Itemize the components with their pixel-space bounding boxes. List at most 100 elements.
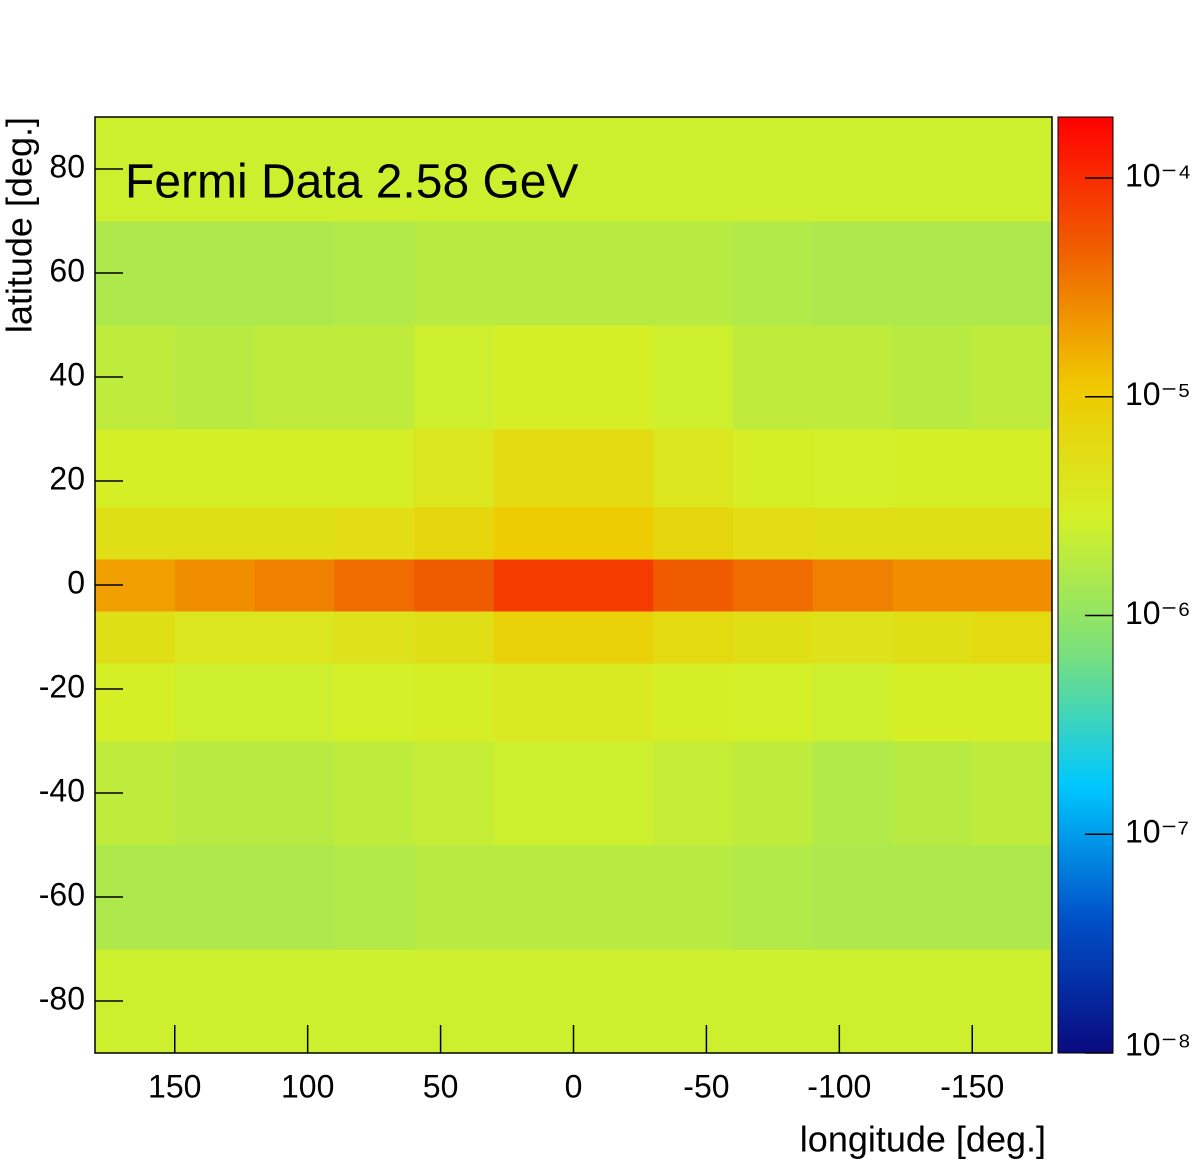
heatmap-cell — [493, 611, 574, 664]
heatmap-cell — [892, 507, 973, 560]
heatmap-cell — [414, 663, 495, 742]
heatmap-cell — [573, 117, 654, 222]
heatmap-cell — [493, 429, 574, 508]
heatmap-cell — [334, 611, 415, 664]
heatmap-cell — [174, 221, 255, 326]
heatmap-cell — [414, 611, 495, 664]
heatmap-cell — [812, 559, 893, 612]
heatmap-cell — [174, 507, 255, 560]
heatmap-cell — [653, 325, 734, 430]
y-tick-label: 80 — [49, 148, 85, 184]
heatmap-cell — [653, 429, 734, 508]
colorbar-tick-label: 10⁻⁴ — [1125, 157, 1191, 193]
heatmap-cell — [733, 429, 814, 508]
heatmap-cell — [972, 611, 1053, 664]
colorbar-tick-label: 10⁻⁸ — [1125, 1026, 1191, 1062]
heatmap-cell — [733, 741, 814, 846]
heatmap-cell — [414, 845, 495, 950]
heatmap-cell — [174, 741, 255, 846]
heatmap-cell — [493, 559, 574, 612]
heatmap-cell — [174, 559, 255, 612]
heatmap-cell — [414, 559, 495, 612]
heatmap-cell — [254, 611, 335, 664]
heatmap-cell — [334, 663, 415, 742]
heatmap-cell — [493, 221, 574, 326]
y-axis-title: latitude [deg.] — [0, 117, 40, 333]
heatmap-cell — [573, 949, 654, 1054]
x-axis-title: longitude [deg.] — [800, 1119, 1046, 1160]
y-tick-label: 40 — [49, 356, 85, 392]
heatmap-cell — [733, 325, 814, 430]
heatmap-cell — [972, 559, 1053, 612]
y-tick-label: 60 — [49, 252, 85, 288]
heatmap-cell — [414, 507, 495, 560]
heatmap-cell — [493, 741, 574, 846]
heatmap-cell — [892, 429, 973, 508]
heatmap-cell — [972, 221, 1053, 326]
heatmap-cell — [653, 663, 734, 742]
heatmap-cell — [733, 117, 814, 222]
heatmap-cell — [653, 559, 734, 612]
heatmap-cell — [493, 325, 574, 430]
heatmap-cell — [174, 429, 255, 508]
x-tick-label: -100 — [807, 1068, 871, 1104]
heatmap-cell — [653, 507, 734, 560]
heatmap-cell — [733, 507, 814, 560]
y-tick-label: 20 — [49, 460, 85, 496]
heatmap-cell — [653, 845, 734, 950]
heatmap-cell — [493, 663, 574, 742]
y-tick-label: -80 — [39, 980, 85, 1016]
heatmap-cell — [174, 949, 255, 1054]
heatmap-cell — [334, 325, 415, 430]
heatmap-cell — [334, 949, 415, 1054]
heatmap-cell — [892, 741, 973, 846]
heatmap-cell — [254, 221, 335, 326]
heatmap-cell — [653, 949, 734, 1054]
heatmap-cell — [972, 429, 1053, 508]
x-tick-label: -50 — [683, 1068, 729, 1104]
colorbar-tick-label: 10⁻⁷ — [1125, 814, 1189, 850]
heatmap-cell — [653, 221, 734, 326]
heatmap-cell — [812, 429, 893, 508]
heatmap-cell — [812, 325, 893, 430]
heatmap-cell — [254, 845, 335, 950]
x-tick-label: 100 — [281, 1068, 334, 1104]
heatmap-cell — [95, 611, 176, 664]
heatmap-cell — [892, 325, 973, 430]
heatmap-cell — [174, 325, 255, 430]
heatmap-cell — [414, 429, 495, 508]
heatmap-cell — [653, 117, 734, 222]
heatmap-cell — [733, 845, 814, 950]
heatmap-cell — [972, 741, 1053, 846]
heatmap-cell — [892, 663, 973, 742]
heatmap-cell — [334, 507, 415, 560]
heatmap-cell — [334, 741, 415, 846]
x-tick-label: 150 — [148, 1068, 201, 1104]
x-tick-label: -150 — [940, 1068, 1004, 1104]
heatmap-cell — [254, 559, 335, 612]
colorbar-tick-label: 10⁻⁵ — [1125, 376, 1191, 412]
heatmap-cell — [254, 949, 335, 1054]
heatmap-cell — [254, 117, 335, 222]
heatmap-cell — [493, 117, 574, 222]
heatmap-cell — [493, 949, 574, 1054]
x-tick-label: 50 — [423, 1068, 459, 1104]
heatmap-cell — [334, 429, 415, 508]
heatmap-cell — [573, 325, 654, 430]
heatmap-cell — [733, 949, 814, 1054]
heatmap-cell — [972, 663, 1053, 742]
heatmap-cell — [174, 117, 255, 222]
heatmap-cell — [414, 741, 495, 846]
y-tick-label: -20 — [39, 668, 85, 704]
heatmap-cell — [653, 741, 734, 846]
y-tick-label: -40 — [39, 772, 85, 808]
heatmap-cell — [972, 325, 1053, 430]
y-tick-label: 0 — [67, 564, 85, 600]
heatmap-cell — [174, 845, 255, 950]
heatmap-cell — [892, 949, 973, 1054]
heatmap-cell — [733, 663, 814, 742]
heatmap-cell — [254, 663, 335, 742]
annotation: Fermi Data 2.58 GeV — [125, 156, 579, 209]
heatmap-cell — [812, 611, 893, 664]
